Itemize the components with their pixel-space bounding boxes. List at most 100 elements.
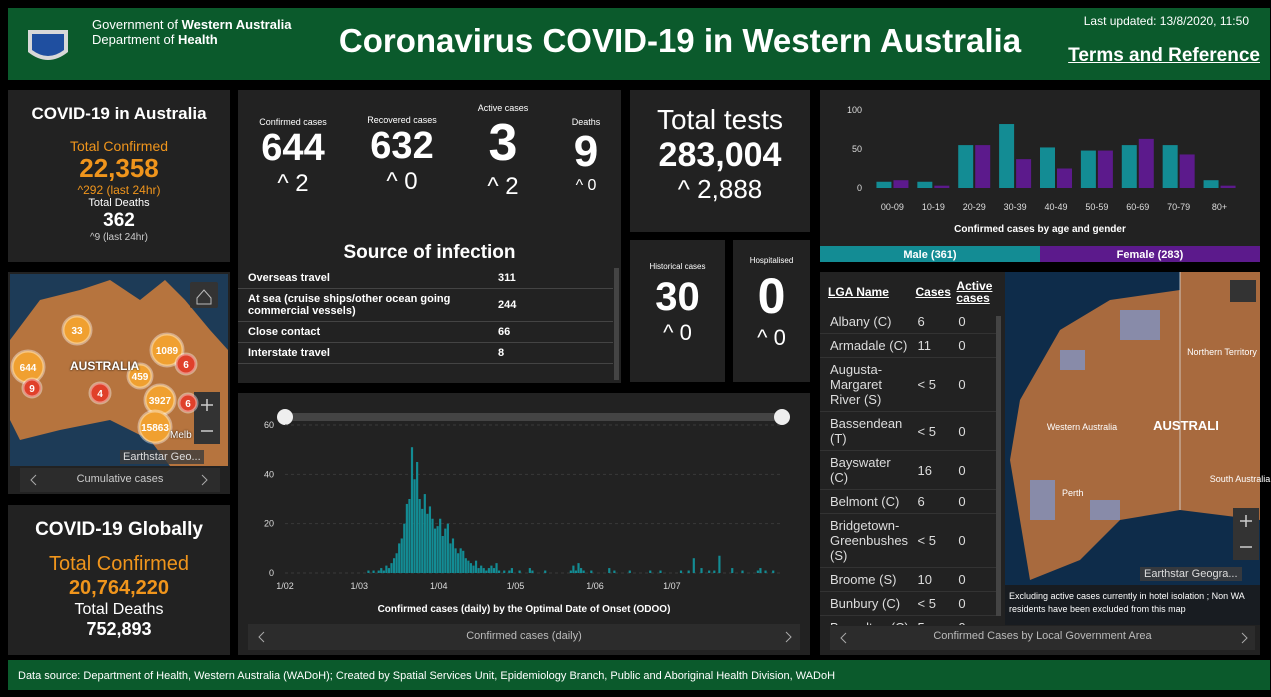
lga-cell: 0: [954, 592, 996, 616]
bar: [424, 494, 426, 573]
menu-button[interactable]: [1230, 280, 1256, 302]
bar: [426, 514, 428, 573]
nav-title: Cumulative cases: [20, 473, 220, 485]
y-tick-label: 50: [852, 144, 862, 154]
lga-table-wrap: LGA NameCasesActive casesAlbany (C)60Arm…: [820, 278, 996, 625]
stat-change: ^ 2: [248, 170, 338, 198]
bar: [480, 566, 482, 573]
legend-label: Male (361): [903, 249, 957, 261]
bar: [958, 145, 973, 188]
bar: [447, 524, 449, 573]
panel-title: COVID-19 in Australia: [8, 104, 230, 124]
nav-title: Confirmed cases (daily): [248, 630, 800, 642]
map-note: Excluding active cases currently in hote…: [1009, 590, 1255, 616]
stat-value: 22,358: [8, 154, 230, 184]
x-tick-label: 50-59: [1085, 202, 1108, 212]
bar: [470, 563, 472, 573]
bar: [390, 563, 392, 573]
lga-cell: Broome (S): [820, 568, 914, 592]
bar: [508, 571, 510, 573]
bar: [572, 566, 574, 573]
source-row: At sea (cruise ships/other ocean going c…: [238, 289, 613, 322]
lga-cell: < 5: [914, 358, 955, 412]
bar: [385, 566, 387, 573]
stat-change: ^ 2,888: [630, 175, 810, 205]
bar: [388, 568, 390, 573]
source-value: 8: [488, 343, 613, 364]
section-title: Source of infection: [238, 242, 621, 264]
terms-link[interactable]: Terms and Reference: [1068, 45, 1260, 67]
legend-label: Female (283): [1117, 249, 1184, 261]
stat-value: 0: [733, 267, 810, 325]
bar: [416, 462, 418, 573]
bar: [680, 571, 682, 573]
logo-inner: [32, 34, 64, 56]
bar: [431, 519, 433, 573]
org-text: Health: [178, 32, 218, 47]
bar: [403, 524, 405, 573]
bar: [393, 558, 395, 573]
lga-row: Augusta-Margaret River (S)< 50: [820, 358, 996, 412]
bar: [449, 543, 451, 573]
stat-change: ^ 0: [556, 177, 616, 195]
lga-cell: 0: [954, 358, 996, 412]
dashboard: 3310896446459943927158636Northern Territ…: [0, 0, 1271, 697]
bar: [452, 538, 454, 573]
bar: [503, 571, 505, 573]
bar: [1040, 147, 1055, 188]
bar: [772, 571, 774, 573]
stat-label: Deaths: [556, 117, 616, 127]
slider-handle[interactable]: [277, 409, 293, 425]
org-name: Government of Western Australia Departme…: [92, 17, 291, 47]
stat-value: 20,764,220: [8, 576, 230, 600]
x-tick-label: 70-79: [1167, 202, 1190, 212]
x-tick-label: 80+: [1212, 202, 1227, 212]
lga-row: Bassendean (T)< 50: [820, 412, 996, 451]
stat-label: Total tests: [630, 104, 810, 136]
stat-value: 3: [458, 113, 548, 173]
stat-label: Total Deaths: [8, 197, 230, 210]
bar: [1204, 180, 1219, 188]
bar: [498, 571, 500, 573]
bar: [411, 447, 413, 573]
bar: [544, 571, 546, 573]
bar: [688, 571, 690, 573]
source-label: Interstate travel: [238, 343, 488, 364]
bar: [693, 558, 695, 573]
bar: [1057, 169, 1072, 189]
lga-cell: 16: [914, 451, 955, 490]
x-tick-label: 30-39: [1004, 202, 1027, 212]
cluster-label: 459: [132, 372, 149, 383]
bar: [731, 568, 733, 573]
bar: [713, 571, 715, 573]
stat-label: Recovered cases: [357, 115, 447, 125]
bar: [934, 186, 949, 188]
scrollbar: [996, 316, 1001, 616]
lga-cell: < 5: [914, 514, 955, 568]
bar: [975, 145, 990, 188]
source-table: Overseas travel311At sea (cruise ships/o…: [238, 268, 613, 364]
bar: [495, 563, 497, 573]
bar: [421, 509, 423, 573]
slider-handle[interactable]: [774, 409, 790, 425]
global-stats: COVID-19 Globally Total Confirmed 20,764…: [8, 515, 230, 641]
org-text: Department of: [92, 32, 178, 47]
stat-label: Active cases: [458, 103, 548, 113]
map-label: Western Australia: [1047, 422, 1117, 432]
cluster-label: 33: [71, 326, 83, 337]
lga-cell: 0: [954, 451, 996, 490]
stat-value: 362: [8, 210, 230, 232]
bar: [876, 182, 891, 188]
y-tick-label: 0: [269, 568, 274, 578]
stat-change: ^9 (last 24hr): [8, 232, 230, 244]
lga-cell: 0: [954, 412, 996, 451]
lga-cell: 6: [914, 490, 955, 514]
source-value: 66: [488, 322, 613, 343]
stat-value: 283,004: [630, 136, 810, 175]
bar: [485, 571, 487, 573]
x-tick-label: 40-49: [1044, 202, 1067, 212]
